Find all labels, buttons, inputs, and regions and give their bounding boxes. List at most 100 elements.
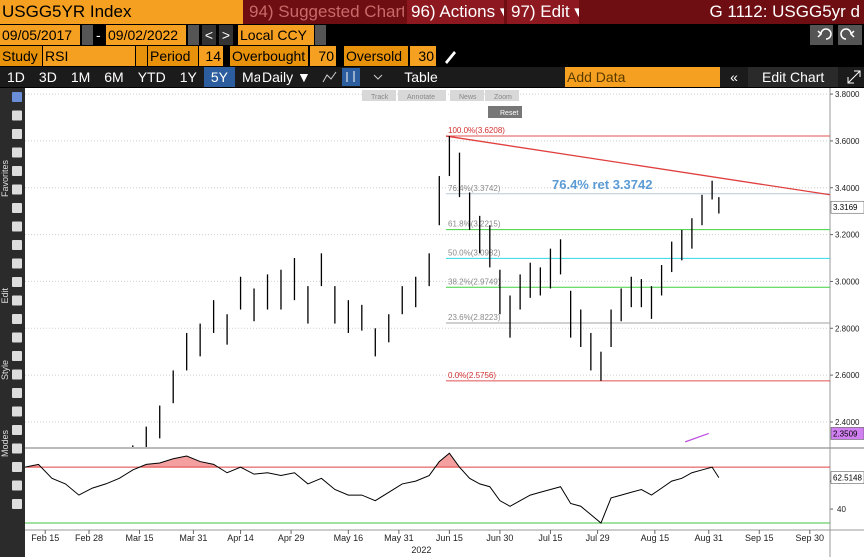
collapse-button[interactable]: « — [730, 69, 738, 85]
tool-icon[interactable] — [12, 277, 22, 287]
overbought-label: Overbought — [230, 46, 308, 66]
edit-menu[interactable]: 97) Edit ▾ — [507, 0, 579, 24]
reset-label: Reset — [500, 110, 518, 117]
tool-icon[interactable] — [12, 499, 22, 509]
calendar-button[interactable] — [82, 25, 93, 45]
period-input[interactable]: 14 — [199, 46, 223, 66]
tool-button-label: Track — [371, 94, 389, 101]
calendar-button[interactable] — [188, 25, 199, 45]
next-button[interactable]: > — [219, 25, 233, 45]
y-tick-label: 2.6000 — [835, 371, 860, 380]
tool-icon[interactable] — [12, 480, 22, 491]
tool-icon[interactable] — [12, 314, 22, 324]
period-button[interactable]: 5Y — [203, 67, 235, 87]
x-tick-label: Sep 30 — [796, 533, 825, 543]
study-label: Study — [0, 46, 42, 66]
reset-button[interactable] — [488, 106, 522, 118]
suggested-charts[interactable]: 94) Suggested Charts — [249, 2, 404, 21]
tool-icon[interactable] — [12, 332, 22, 343]
tool-button[interactable] — [450, 90, 484, 101]
period-button[interactable]: 6M — [104, 69, 124, 85]
tool-icon[interactable] — [12, 388, 22, 398]
actions-menu[interactable]: 96) Actions ▾ — [407, 0, 504, 24]
x-tick-label: Jul 29 — [586, 533, 610, 543]
tool-icon[interactable] — [12, 203, 22, 213]
end-date[interactable]: 09/02/2022 — [106, 25, 186, 45]
period-button[interactable]: 1Y — [179, 69, 197, 85]
rsi-panel — [25, 452, 830, 524]
tool-icon[interactable] — [12, 258, 22, 269]
y-tick-label: 3.8000 — [835, 90, 860, 99]
x-tick-label: Aug 31 — [694, 533, 723, 543]
period-button[interactable]: 1D — [7, 69, 25, 85]
pen-icon[interactable] — [442, 47, 458, 65]
tool-icon[interactable] — [12, 110, 22, 121]
line-type-button[interactable] — [322, 71, 337, 83]
fib-label: 0.0%(2.5756) — [448, 371, 496, 380]
add-data-input[interactable]: Add Data — [565, 67, 720, 87]
tool-icon[interactable] — [12, 92, 22, 102]
date-separator: - — [96, 27, 101, 43]
prev-button[interactable]: < — [202, 25, 216, 45]
period-button[interactable]: YTD — [137, 69, 166, 85]
fib-label: 76.4%(3.3742) — [448, 184, 501, 193]
rsi-line — [25, 452, 720, 524]
tool-icon[interactable] — [12, 240, 22, 250]
dropdown-button[interactable] — [315, 25, 326, 45]
y-tick-label: 40 — [837, 505, 846, 514]
x-tick-label: Mar 31 — [179, 533, 207, 543]
y-tick-label: 3.6000 — [835, 137, 860, 146]
overbought-area — [25, 453, 719, 468]
study-input[interactable]: RSI — [43, 46, 135, 66]
currency-select[interactable]: Local CCY — [238, 25, 314, 45]
last-price-tag-box — [830, 200, 864, 214]
frequency-select[interactable]: Daily ▼ — [262, 69, 311, 85]
tool-button-label: Annotate — [407, 94, 435, 101]
chart-type-buttons — [322, 68, 383, 86]
redo-icon — [840, 28, 855, 40]
expand-button[interactable] — [846, 69, 862, 85]
overbought-input[interactable]: 70 — [310, 46, 336, 66]
x-tick-label: May 16 — [334, 533, 364, 543]
x-axis-background — [25, 530, 830, 557]
tool-button[interactable] — [398, 90, 446, 101]
security-input[interactable]: USGG5YR Index — [0, 0, 243, 24]
dropdown-icon[interactable] — [373, 74, 383, 80]
tool-button[interactable] — [362, 90, 396, 101]
tool-icon[interactable] — [12, 462, 22, 472]
tool-icon[interactable] — [12, 443, 22, 454]
tool-icon[interactable] — [12, 147, 22, 158]
undo-button[interactable] — [810, 25, 833, 45]
page-id: G 1112: USGG5yr d — [709, 2, 860, 21]
tool-icon[interactable] — [12, 295, 22, 306]
undo-redo[interactable] — [810, 25, 862, 45]
y-tick-label: 3.4000 — [835, 184, 860, 193]
start-date[interactable]: 09/05/2017 — [0, 25, 80, 45]
y-tick-label: 2.8000 — [835, 324, 860, 333]
tool-icon[interactable] — [12, 425, 22, 435]
tool-icon[interactable] — [12, 406, 22, 417]
period-button[interactable]: Max — [241, 69, 260, 85]
period-button[interactable]: 1M — [70, 69, 91, 85]
tool-button[interactable] — [485, 90, 519, 101]
last-price-tag: 3.3169 — [833, 203, 858, 212]
y-tick-label: 2.4000 — [835, 418, 860, 427]
period-button[interactable]: 3D — [38, 69, 57, 85]
period-label: Period — [148, 46, 198, 66]
tool-icon[interactable] — [12, 129, 22, 139]
tool-icon[interactable] — [12, 369, 22, 380]
edit-chart-button[interactable]: Edit Chart — [748, 67, 838, 87]
trendline — [445, 135, 830, 196]
oversold-input[interactable]: 30 — [410, 46, 436, 66]
dropdown-button[interactable] — [136, 46, 147, 66]
x-year-label: 2022 — [411, 545, 431, 555]
plot-background — [25, 88, 830, 530]
table-button[interactable]: Table — [404, 69, 438, 85]
tool-icon[interactable] — [12, 221, 22, 232]
tool-icon[interactable] — [12, 166, 22, 176]
tool-icon[interactable] — [12, 351, 22, 361]
rsi-tag: 62.5148 — [833, 474, 862, 483]
tool-icon[interactable] — [12, 184, 22, 195]
overlay-line — [684, 432, 709, 443]
fib-label: 23.6%(2.8223) — [448, 313, 501, 322]
